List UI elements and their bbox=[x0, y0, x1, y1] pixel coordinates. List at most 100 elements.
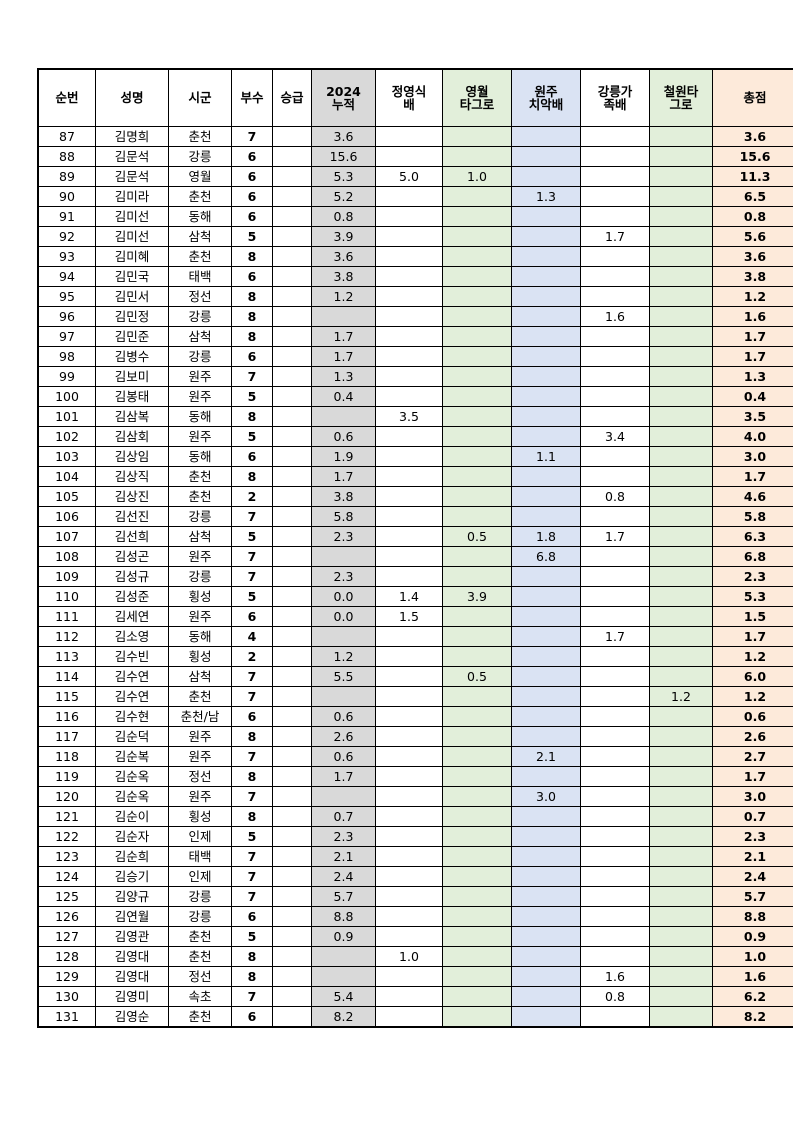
cell-cum: 0.0 bbox=[311, 606, 376, 627]
table-row[interactable]: 111 김세연 원주 6 0.0 1.5 1.5 bbox=[37, 606, 793, 627]
cell-name: 김수현 bbox=[95, 706, 169, 727]
cell-e5 bbox=[649, 1006, 713, 1028]
cell-name: 김민국 bbox=[95, 266, 169, 287]
cell-promo bbox=[272, 346, 312, 367]
table-row[interactable]: 92 김미선 삼척 5 3.9 1.7 5.6 bbox=[37, 226, 793, 247]
cell-e1 bbox=[375, 446, 443, 467]
table-row[interactable]: 87 김명희 춘천 7 3.6 3.6 bbox=[37, 126, 793, 147]
cell-promo bbox=[272, 286, 312, 307]
table-row[interactable]: 120 김순옥 원주 7 3.0 3.0 bbox=[37, 786, 793, 807]
cell-e5 bbox=[649, 326, 713, 347]
table-row[interactable]: 112 김소영 동해 4 1.7 1.7 bbox=[37, 626, 793, 647]
cell-total: 1.7 bbox=[712, 766, 793, 787]
cell-e1 bbox=[375, 886, 443, 907]
table-row[interactable]: 122 김순자 인제 5 2.3 2.3 bbox=[37, 826, 793, 847]
cell-busu: 7 bbox=[231, 566, 273, 587]
cell-promo bbox=[272, 866, 312, 887]
table-row[interactable]: 91 김미선 동해 6 0.8 0.8 bbox=[37, 206, 793, 227]
table-row[interactable]: 108 김성곤 원주 7 6.8 6.8 bbox=[37, 546, 793, 567]
cell-promo bbox=[272, 986, 312, 1007]
table-row[interactable]: 103 김상임 동해 6 1.9 1.1 3.0 bbox=[37, 446, 793, 467]
cell-total: 6.2 bbox=[712, 986, 793, 1007]
cell-e4 bbox=[580, 186, 650, 207]
cell-total: 0.6 bbox=[712, 706, 793, 727]
cell-e1 bbox=[375, 426, 443, 447]
table-row[interactable]: 95 김민서 정선 8 1.2 1.2 bbox=[37, 286, 793, 307]
table-row[interactable]: 110 김성준 횡성 5 0.0 1.4 3.9 5.3 bbox=[37, 586, 793, 607]
table-row[interactable]: 107 김선희 삼척 5 2.3 0.5 1.8 1.7 6.3 bbox=[37, 526, 793, 547]
cell-e2 bbox=[442, 146, 512, 167]
cell-e1 bbox=[375, 366, 443, 387]
cell-region: 동해 bbox=[168, 626, 232, 647]
table-row[interactable]: 88 김문석 강릉 6 15.6 15.6 bbox=[37, 146, 793, 167]
table-row[interactable]: 118 김순복 원주 7 0.6 2.1 2.7 bbox=[37, 746, 793, 767]
cell-cum: 5.4 bbox=[311, 986, 376, 1007]
cell-total: 3.5 bbox=[712, 406, 793, 427]
table-row[interactable]: 124 김승기 인제 7 2.4 2.4 bbox=[37, 866, 793, 887]
table-row[interactable]: 94 김민국 태백 6 3.8 3.8 bbox=[37, 266, 793, 287]
cell-e2 bbox=[442, 306, 512, 327]
table-row[interactable]: 128 김영대 춘천 8 1.0 1.0 bbox=[37, 946, 793, 967]
cell-e3 bbox=[511, 986, 581, 1007]
table-row[interactable]: 119 김순옥 정선 8 1.7 1.7 bbox=[37, 766, 793, 787]
table-row[interactable]: 106 김선진 강릉 7 5.8 5.8 bbox=[37, 506, 793, 527]
cell-e1 bbox=[375, 866, 443, 887]
table-row[interactable]: 114 김수연 삼척 7 5.5 0.5 6.0 bbox=[37, 666, 793, 687]
cell-e3 bbox=[511, 686, 581, 707]
table-row[interactable]: 89 김문석 영월 6 5.3 5.0 1.0 11.3 bbox=[37, 166, 793, 187]
cell-cum: 2.3 bbox=[311, 566, 376, 587]
column-header-cum-line2: 누적 bbox=[331, 97, 355, 112]
table-row[interactable]: 130 김영미 속초 7 5.4 0.8 6.2 bbox=[37, 986, 793, 1007]
table-row[interactable]: 100 김봉태 원주 5 0.4 0.4 bbox=[37, 386, 793, 407]
cell-name: 김순옥 bbox=[95, 786, 169, 807]
table-row[interactable]: 96 김민정 강릉 8 1.6 1.6 bbox=[37, 306, 793, 327]
cell-e3 bbox=[511, 386, 581, 407]
table-row[interactable]: 125 김양규 강릉 7 5.7 5.7 bbox=[37, 886, 793, 907]
table-row[interactable]: 105 김상진 춘천 2 3.8 0.8 4.6 bbox=[37, 486, 793, 507]
cell-e1: 1.0 bbox=[375, 946, 443, 967]
table-row[interactable]: 99 김보미 원주 7 1.3 1.3 bbox=[37, 366, 793, 387]
cell-e5 bbox=[649, 886, 713, 907]
table-row[interactable]: 126 김연월 강릉 6 8.8 8.8 bbox=[37, 906, 793, 927]
cell-promo bbox=[272, 826, 312, 847]
cell-e4 bbox=[580, 346, 650, 367]
cell-no: 121 bbox=[37, 806, 96, 827]
table-row[interactable]: 115 김수연 춘천 7 1.2 1.2 bbox=[37, 686, 793, 707]
cell-e2 bbox=[442, 986, 512, 1007]
table-row[interactable]: 129 김영대 정선 8 1.6 1.6 bbox=[37, 966, 793, 987]
cell-no: 112 bbox=[37, 626, 96, 647]
cell-total: 6.3 bbox=[712, 526, 793, 547]
cell-e3 bbox=[511, 826, 581, 847]
cell-name: 김수빈 bbox=[95, 646, 169, 667]
cell-e4 bbox=[580, 406, 650, 427]
table-row[interactable]: 121 김순이 횡성 8 0.7 0.7 bbox=[37, 806, 793, 827]
table-row[interactable]: 93 김미혜 춘천 8 3.6 3.6 bbox=[37, 246, 793, 267]
table-row[interactable]: 109 김성규 강릉 7 2.3 2.3 bbox=[37, 566, 793, 587]
cell-total: 5.8 bbox=[712, 506, 793, 527]
table-row[interactable]: 113 김수빈 횡성 2 1.2 1.2 bbox=[37, 646, 793, 667]
table-row[interactable]: 97 김민준 삼척 8 1.7 1.7 bbox=[37, 326, 793, 347]
table-row[interactable]: 90 김미라 춘천 6 5.2 1.3 6.5 bbox=[37, 186, 793, 207]
cell-e1 bbox=[375, 346, 443, 367]
cell-name: 김소영 bbox=[95, 626, 169, 647]
table-row[interactable]: 104 김상직 춘천 8 1.7 1.7 bbox=[37, 466, 793, 487]
header-row: 순번 성명 시군 부수 승급 2024 누적 정영식 배 영월 타그로 원주 치악배 강릉가 족배 철원타 그로… bbox=[37, 68, 793, 127]
cell-e3 bbox=[511, 566, 581, 587]
cell-region: 정선 bbox=[168, 766, 232, 787]
table-row[interactable]: 98 김병수 강릉 6 1.7 1.7 bbox=[37, 346, 793, 367]
table-row[interactable]: 131 김영순 춘천 6 8.2 8.2 bbox=[37, 1006, 793, 1028]
cell-cum: 2.3 bbox=[311, 526, 376, 547]
cell-e4 bbox=[580, 786, 650, 807]
table-row[interactable]: 101 김삼복 동해 8 3.5 3.5 bbox=[37, 406, 793, 427]
cell-e4 bbox=[580, 286, 650, 307]
table-row[interactable]: 117 김순덕 원주 8 2.6 2.6 bbox=[37, 726, 793, 747]
table-row[interactable]: 123 김순희 태백 7 2.1 2.1 bbox=[37, 846, 793, 867]
cell-name: 김순복 bbox=[95, 746, 169, 767]
cell-e5 bbox=[649, 446, 713, 467]
table-row[interactable]: 102 김삼회 원주 5 0.6 3.4 4.0 bbox=[37, 426, 793, 447]
cell-name: 김문석 bbox=[95, 146, 169, 167]
cell-region: 횡성 bbox=[168, 806, 232, 827]
table-row[interactable]: 127 김영관 춘천 5 0.9 0.9 bbox=[37, 926, 793, 947]
cell-e2 bbox=[442, 726, 512, 747]
table-row[interactable]: 116 김수현 춘천/남 6 0.6 0.6 bbox=[37, 706, 793, 727]
